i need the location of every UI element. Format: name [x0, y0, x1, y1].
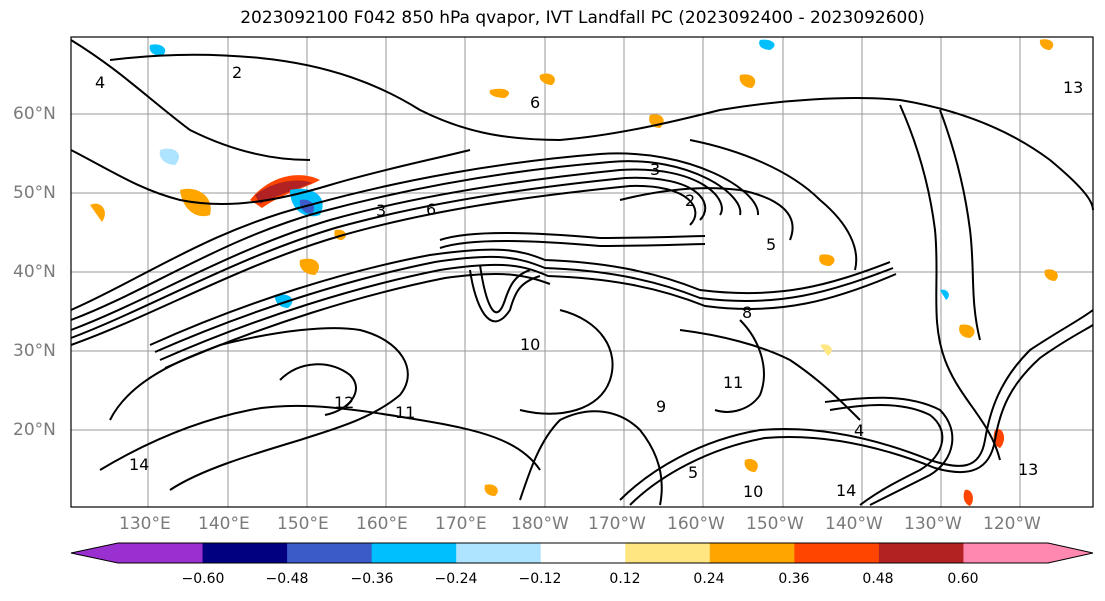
lat-label: 50°N [13, 183, 56, 203]
lon-label: 160°E [356, 514, 408, 534]
contour-label: 14 [836, 481, 856, 500]
contour-label: 3 [376, 201, 386, 220]
lon-label: 130°E [119, 514, 171, 534]
colorbar-segment [202, 543, 288, 563]
lon-label: 140°W [825, 514, 883, 534]
contour-label: 12 [334, 393, 354, 412]
contour-label: 4 [95, 73, 105, 92]
contour-label: 5 [766, 235, 776, 254]
contour-label: 9 [656, 397, 666, 416]
colorbar-segment [709, 543, 795, 563]
colorbar-extend-high [1048, 543, 1093, 563]
colorbar-tick-label: 0.36 [778, 571, 810, 587]
lon-label: 170°E [435, 514, 487, 534]
contour-label: 4 [854, 421, 864, 440]
colorbar-tick-label: −0.12 [518, 571, 562, 587]
colorbar-extend-low [71, 543, 118, 563]
colorbar-segment [371, 543, 457, 563]
colorbar-segment [794, 543, 880, 563]
colorbar-tick-label: 0.24 [693, 571, 725, 587]
contour-label-group: 2 3 4 5 6 8 10 11 12 13 14 3 2 6 4 5 11 … [95, 63, 1083, 501]
lat-label: 60°N [13, 104, 56, 124]
contour-label: 10 [743, 482, 763, 501]
colorbar-segment [456, 543, 542, 563]
colorbar-tick-label: −0.48 [265, 571, 309, 587]
colorbar-segment [878, 543, 964, 563]
colorbar-segment [118, 543, 204, 563]
lon-label: 150°W [746, 514, 804, 534]
colorbar-tick-label: −0.36 [350, 571, 394, 587]
contour-label: 11 [395, 403, 415, 422]
lat-label: 20°N [13, 420, 56, 440]
colorbar-tick-label: 0.12 [609, 571, 641, 587]
lon-label: 170°W [588, 514, 646, 534]
lat-label: 30°N [13, 341, 56, 361]
contour-label: 6 [530, 93, 540, 112]
lon-label: 150°E [277, 514, 329, 534]
contour-label: 13 [1018, 460, 1038, 479]
colorbar-tick-label: −0.60 [181, 571, 225, 587]
colorbar-segment [963, 543, 1049, 563]
map-title: 2023092100 F042 850 hPa qvapor, IVT Land… [240, 8, 925, 28]
contour-label: 14 [129, 455, 149, 474]
colorbar-tick-label: −0.24 [434, 571, 478, 587]
contour-label: 11 [723, 373, 743, 392]
contour-label: 2 [232, 63, 242, 82]
contour-lines [70, 39, 1094, 506]
lon-label: 120°W [983, 514, 1041, 534]
contour-label: 5 [688, 463, 698, 482]
colorbar [70, 542, 1094, 564]
anomaly-patches [90, 39, 1058, 506]
lat-label: 40°N [13, 262, 56, 282]
lon-label: 140°E [198, 514, 250, 534]
contour-label: 10 [520, 335, 540, 354]
lon-label: 160°W [667, 514, 725, 534]
colorbar-segment [540, 543, 626, 563]
contour-label: 13 [1063, 78, 1083, 97]
colorbar-outline [70, 542, 1094, 564]
lon-label: 180°W [511, 514, 569, 534]
map-frame [70, 36, 1094, 508]
colorbar-tick-label: 0.60 [947, 571, 979, 587]
colorbar-segment [625, 543, 711, 563]
colorbar-segment [287, 543, 373, 563]
contour-label: 3 [650, 160, 660, 179]
contour-label: 8 [742, 303, 752, 322]
contour-label: 6 [426, 200, 436, 219]
lon-label: 130°W [904, 514, 962, 534]
colorbar-tick-label: 0.48 [862, 571, 894, 587]
contour-label: 2 [685, 191, 695, 210]
